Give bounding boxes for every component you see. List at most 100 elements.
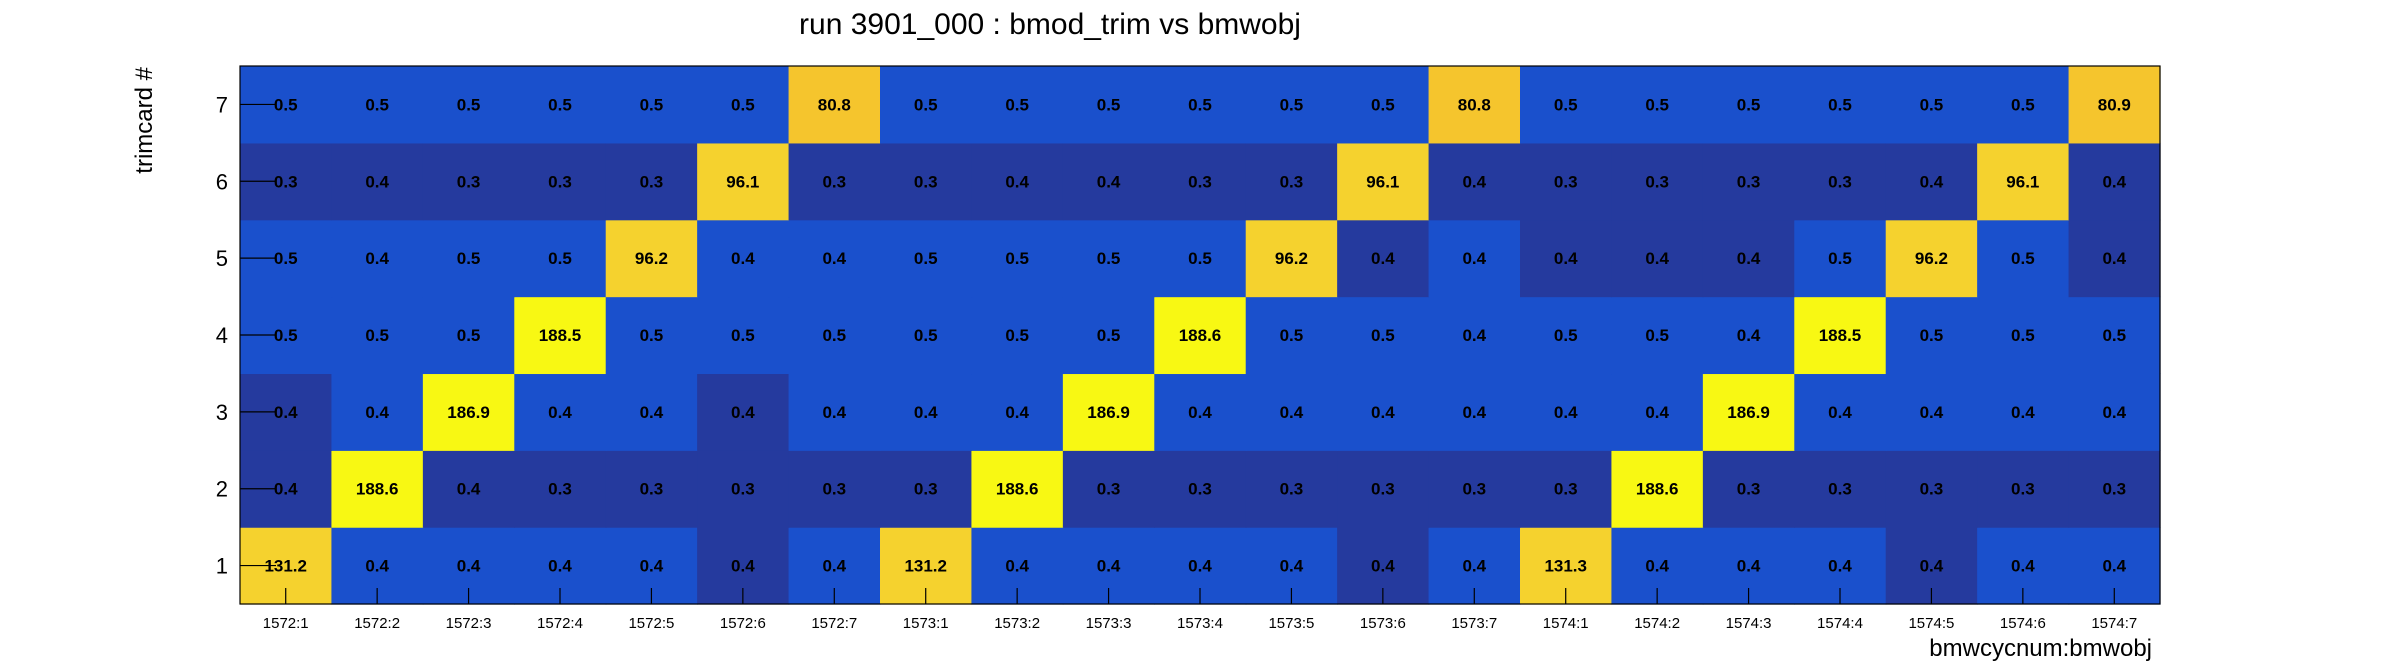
cell-value-label: 0.4 xyxy=(1005,172,1029,191)
cell-value-label: 0.3 xyxy=(1188,172,1212,191)
cell-value-label: 0.4 xyxy=(2102,557,2126,576)
heatmap-cell xyxy=(2068,296,2161,375)
x-tick-label: 1573:3 xyxy=(1086,615,1132,632)
cell-value-label: 96.1 xyxy=(2006,172,2039,191)
cell-value-label: 0.3 xyxy=(640,172,664,191)
chart-title: run 3901_000 : bmod_trim vs bmwobj xyxy=(799,8,1301,41)
cell-value-label: 0.5 xyxy=(274,249,298,268)
heatmap-cell xyxy=(1611,296,1704,375)
cell-value-label: 0.3 xyxy=(822,480,846,499)
cell-value-label: 0.5 xyxy=(1920,95,1944,114)
heatmap-cell xyxy=(788,219,881,298)
cell-value-label: 0.4 xyxy=(1554,403,1578,422)
cell-value-label: 0.5 xyxy=(1828,249,1852,268)
cell-value-label: 0.4 xyxy=(2102,249,2126,268)
heatmap-cell xyxy=(1885,219,1978,298)
heatmap-cell xyxy=(331,66,424,144)
heatmap-cell xyxy=(1977,373,2070,451)
cell-value-label: 0.4 xyxy=(1462,172,1486,191)
cell-value-label: 0.4 xyxy=(1097,557,1121,576)
heatmap-cell xyxy=(880,450,973,528)
heatmap-cell xyxy=(880,373,973,451)
cell-value-label: 0.4 xyxy=(2102,403,2126,422)
heatmap-cell xyxy=(697,296,790,375)
cell-value-label: 0.5 xyxy=(548,249,572,268)
cell-value-label: 0.5 xyxy=(2011,249,2035,268)
heatmap-cell xyxy=(1154,219,1247,298)
cell-value-label: 0.4 xyxy=(2011,557,2035,576)
heatmap-cell xyxy=(1245,373,1338,451)
x-tick-label: 1574:3 xyxy=(1726,615,1772,632)
cell-value-label: 0.4 xyxy=(731,557,755,576)
cell-value-label: 80.9 xyxy=(2098,95,2131,114)
cell-value-label: 0.5 xyxy=(1005,249,1029,268)
heatmap-cell xyxy=(331,142,424,221)
cell-value-label: 0.5 xyxy=(1188,249,1212,268)
heatmap-cell xyxy=(697,142,790,221)
heatmap-cell xyxy=(1062,66,1155,144)
cell-value-label: 0.3 xyxy=(1554,480,1578,499)
cell-value-label: 0.5 xyxy=(1920,326,1944,345)
cell-value-label: 0.5 xyxy=(457,326,481,345)
cell-value-label: 0.5 xyxy=(1280,95,1304,114)
cell-value-label: 0.3 xyxy=(1737,480,1761,499)
cell-value-label: 0.4 xyxy=(1462,326,1486,345)
heatmap-cell xyxy=(1337,66,1430,144)
cell-value-label: 0.4 xyxy=(1828,403,1852,422)
heatmap-cell xyxy=(1885,296,1978,375)
heatmap-cell xyxy=(1885,142,1978,221)
cell-value-label: 0.4 xyxy=(365,172,389,191)
cell-value-label: 0.3 xyxy=(640,480,664,499)
cell-value-label: 0.5 xyxy=(1554,326,1578,345)
cell-value-label: 186.9 xyxy=(447,403,490,422)
cell-value-label: 0.3 xyxy=(457,172,481,191)
heatmap-cell xyxy=(1702,66,1795,144)
cell-value-label: 0.4 xyxy=(914,403,938,422)
heatmap-cell xyxy=(697,66,790,144)
cell-value-label: 0.3 xyxy=(1462,480,1486,499)
y-tick-label: 7 xyxy=(216,92,228,117)
cell-value-label: 0.3 xyxy=(1280,480,1304,499)
cell-value-label: 0.4 xyxy=(1462,403,1486,422)
heatmap-cell xyxy=(1520,450,1613,528)
heatmap-cell xyxy=(697,219,790,298)
heatmap-cell xyxy=(1428,219,1521,298)
heatmap-cell xyxy=(1611,142,1704,221)
cell-value-label: 0.4 xyxy=(365,557,389,576)
cell-value-label: 0.4 xyxy=(457,557,481,576)
heatmap-cell xyxy=(1611,66,1704,144)
heatmap-cell xyxy=(1428,142,1521,221)
heatmap-cell xyxy=(1245,296,1338,375)
heatmap-cell xyxy=(1977,142,2070,221)
heatmap-cell xyxy=(971,373,1064,451)
cell-value-label: 0.3 xyxy=(1554,172,1578,191)
cell-value-label: 0.5 xyxy=(1097,95,1121,114)
heatmap-cell xyxy=(331,219,424,298)
cell-value-label: 188.6 xyxy=(1636,480,1679,499)
cell-value-label: 0.5 xyxy=(1645,326,1669,345)
heatmap-cell xyxy=(1520,219,1613,298)
heatmap-cell xyxy=(1794,450,1887,528)
heatmap-cell xyxy=(1611,219,1704,298)
cell-value-label: 0.5 xyxy=(1737,95,1761,114)
cell-value-label: 0.4 xyxy=(1097,172,1121,191)
cell-value-label: 0.4 xyxy=(1371,249,1395,268)
heatmap-cell xyxy=(331,450,424,528)
heatmap-cell xyxy=(1520,296,1613,375)
cell-value-label: 0.4 xyxy=(640,557,664,576)
cell-value-label: 0.3 xyxy=(1280,172,1304,191)
cell-value-label: 0.3 xyxy=(1920,480,1944,499)
x-tick-label: 1573:6 xyxy=(1360,615,1406,632)
cell-value-label: 0.4 xyxy=(1188,557,1212,576)
cell-value-label: 0.3 xyxy=(274,172,298,191)
cell-value-label: 188.5 xyxy=(539,326,582,345)
cell-value-label: 0.4 xyxy=(1920,403,1944,422)
cell-value-label: 0.4 xyxy=(1737,249,1761,268)
heatmap-cell xyxy=(1428,450,1521,528)
x-tick-label: 1574:1 xyxy=(1543,615,1589,632)
cell-value-label: 0.3 xyxy=(822,172,846,191)
x-tick-label: 1574:4 xyxy=(1817,615,1863,632)
heatmap-cell xyxy=(971,66,1064,144)
cell-value-label: 186.9 xyxy=(1727,403,1770,422)
